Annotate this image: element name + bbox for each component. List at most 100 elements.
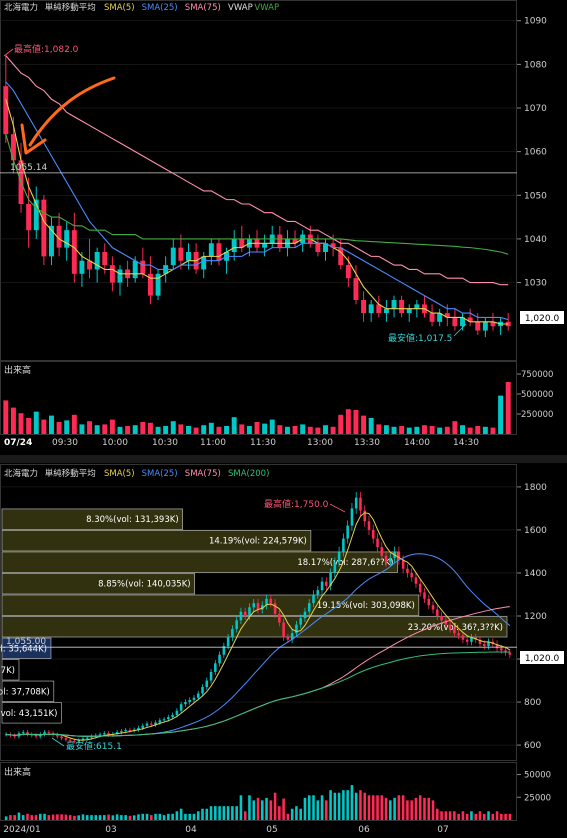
intraday-panel: 1030 1040 1050 1060 1070 1080 1090 北海電力 単純移動平均 S… [0,0,564,448]
intraday-volume-bar [49,415,54,434]
volume-profile-bar [1,551,398,573]
daily-candle-body [478,639,482,644]
intraday-candle-body [345,265,351,279]
daily-candle-body [504,650,507,653]
daily-candle-body [359,497,362,511]
intraday-candle-body [376,304,382,314]
intraday-volume-bar [155,426,161,434]
daily-x-tick-label: 07 [437,825,448,835]
daily-volume-bar [431,800,435,820]
daily-volume-bar [248,795,251,820]
daily-volume-y-tick-label: 25000 [524,793,551,803]
daily-volume-bar [329,790,332,820]
daily-candle-body [295,624,298,634]
daily-volume-y-axis: 25000 50000 [517,771,551,803]
intraday-volume-y-tick-label: 750000 [521,370,553,380]
daily-volume-bar [196,811,200,820]
daily-legend: 北海電力 単純移動平均 SMA(5) SMA(25) SMA(75) SMA(200) [4,468,269,479]
daily-volume-bar [13,815,16,820]
daily-low-connector [51,737,65,747]
daily-candle-body [508,652,512,655]
intraday-volume-bar [277,425,283,434]
daily-volume-bar [448,811,452,820]
intraday-x-tick-label: 11:00 [200,438,226,448]
panel-divider [0,455,567,463]
daily-volume-bar [21,815,25,820]
daily-candle-body [235,620,238,629]
daily-volume-bar [495,811,499,820]
daily-candle-body [107,733,110,735]
intraday-candle-body [170,247,176,266]
daily-candle-body [500,648,503,651]
daily-candle-body [461,635,465,640]
intraday-candle-body [262,243,268,248]
intraday-high-connector [3,48,14,57]
daily-high-connector [329,503,346,513]
daily-volume-bar [265,797,268,820]
daily-candle-body [299,618,302,625]
legend-item-6: VWAP [254,3,279,13]
intraday-candle-body [452,317,458,327]
intraday-volume-bar [353,410,359,434]
intraday-candle-body [437,313,443,322]
daily-volume-bar [64,814,68,820]
daily-y-tick-label: 1800 [524,483,547,493]
daily-volume-bar [60,814,63,820]
daily-volume-bar [171,813,174,820]
daily-y-axis: 60080010001200140016001800 [517,483,547,751]
daily-volume-bar [73,815,76,820]
daily-candle-body [115,732,119,734]
volume-profile-bar [1,680,55,702]
daily-candle-body [453,628,456,634]
legend-item-5: VWAP [228,3,253,13]
intraday-grid [0,20,517,283]
daily-volume-bar [474,813,477,820]
daily-candle-body [427,598,431,606]
intraday-x-tick-label: 11:30 [250,438,276,448]
volume-profile-label: 19.15%(vol: 303,098K) [317,601,415,611]
daily-y-tick-label: 1400 [524,569,547,579]
intraday-volume-bar [33,411,39,434]
intraday-volume-bar [269,419,275,434]
daily-volume-bar [406,800,409,820]
daily-candle-body [487,641,490,647]
daily-volume-bar [500,813,503,820]
daily-volume-bar [26,813,29,820]
daily-panel: 60080010001200140016001800 北海電力単純移動平均SMA… [0,464,564,835]
daily-last-price-text: 1,020.0 [525,654,560,664]
intraday-candle-body [231,238,237,252]
daily-candle-body [56,734,59,737]
daily-volume-bar [286,813,290,820]
daily-volume-bar [9,815,12,820]
intraday-volume-frame [0,361,517,435]
intraday-volume-bar [147,422,153,434]
volume-profile-label: 14.19%(vol: 224,579K) [209,537,307,547]
daily-candle-body [77,740,80,742]
volume-profile-label: 2.73%(vol: 43,151K) [0,709,57,719]
daily-candle-body [81,738,85,741]
daily-volume-bar [94,815,98,820]
intraday-volume-bar [399,426,405,434]
daily-volume-bar [410,800,413,820]
daily-candle-body [128,730,132,732]
intraday-volume-bar [3,400,9,434]
intraday-line-sma25 [5,81,509,321]
intraday-x-tick-label: 13:00 [307,438,333,448]
daily-volume-bar [145,813,149,820]
daily-volume-bars [4,785,512,820]
daily-volume-bar [414,797,418,820]
daily-candle-body [303,611,307,619]
intraday-x-tick-label: 10:00 [102,438,128,448]
daily-low-label: 最安値:615.1 [66,740,122,752]
daily-volume-bar [4,816,8,820]
intraday-volume-bar [239,424,245,434]
volume-profile-bar [1,702,62,724]
daily-candle-body [423,592,426,599]
daily-volume-bar [457,813,460,820]
daily-candle-body [252,603,256,608]
daily-volume-bar [320,795,324,820]
daily-candle-body [120,731,123,733]
daily-candle-body [154,722,157,725]
intraday-volume-title: 出来高 [4,364,31,376]
volume-profile-label: 8.85%(vol: 140,035K) [98,580,191,590]
